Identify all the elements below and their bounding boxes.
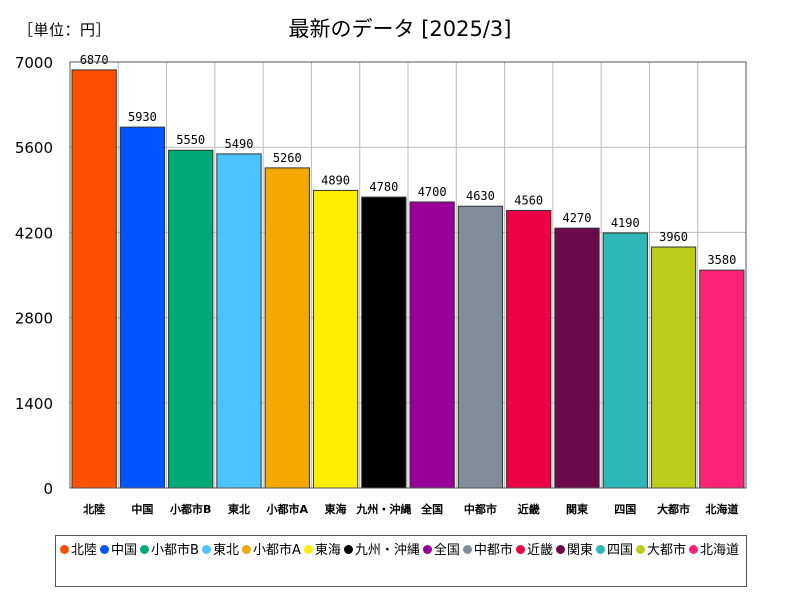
legend-label: 近畿 <box>526 543 553 558</box>
y-tick-label: 7000 <box>15 54 53 72</box>
data-label: 5930 <box>128 110 157 124</box>
x-tick-label: 中国 <box>131 502 153 516</box>
legend-swatch <box>100 545 110 554</box>
legend-item: 近畿 <box>515 541 553 561</box>
y-tick-label: 5600 <box>15 139 53 157</box>
legend-item: 全国 <box>422 541 460 561</box>
legend-label: 四国 <box>606 543 633 558</box>
bar <box>506 209 552 489</box>
x-tick-label: 小都市A <box>266 502 309 516</box>
y-tick-label: 2800 <box>15 310 53 328</box>
x-tick-label: 四国 <box>614 503 636 516</box>
x-tick-label: 中都市 <box>464 502 497 516</box>
x-tick-label: 全国 <box>420 502 443 516</box>
legend-swatch <box>140 545 150 554</box>
bar <box>409 201 455 489</box>
legend-label: 中都市 <box>473 543 513 558</box>
data-label: 5550 <box>176 133 205 147</box>
legend-item: 北海道 <box>689 541 739 561</box>
bar <box>264 167 310 489</box>
legend-label: 東北 <box>212 543 239 558</box>
bar <box>361 196 407 489</box>
data-label: 4890 <box>321 173 350 187</box>
legend-swatch <box>241 545 251 554</box>
bar <box>457 205 504 489</box>
legend-label: 全国 <box>433 543 460 558</box>
legend-swatch <box>515 545 525 554</box>
legend-label: 小都市B <box>151 543 199 558</box>
data-label: 5260 <box>273 151 302 165</box>
x-tick-label: 関東 <box>566 502 589 516</box>
bar <box>216 153 262 489</box>
legend-item: 東海 <box>303 541 341 561</box>
legend-swatch <box>462 545 472 554</box>
chart-legend: 北陸 中国 小都市B 東北 小都市A 東海 九州・沖縄 全国 中都市 近畿 関東 四国 大都市 北海道 <box>55 535 747 587</box>
legend-label: 九州・沖縄 <box>354 543 420 558</box>
legend-item: 小都市A <box>241 541 301 561</box>
legend-label: 北陸 <box>71 543 98 558</box>
unit-label: ［単位：円］ <box>18 21 112 39</box>
legend-label: 中国 <box>111 543 138 558</box>
legend-swatch <box>60 545 69 554</box>
legend-item: 四国 <box>595 541 633 561</box>
data-label: 3960 <box>659 230 688 244</box>
legend-swatch <box>555 545 565 554</box>
legend-swatch <box>303 545 313 554</box>
legend-swatch <box>595 545 605 554</box>
data-label: 4270 <box>563 211 592 225</box>
bar <box>554 227 600 489</box>
x-tick-label: 九州・沖縄 <box>355 502 411 516</box>
legend-item: 北陸 <box>60 541 97 561</box>
x-tick-label: 小都市B <box>169 502 211 516</box>
legend-item: 関東 <box>555 541 593 561</box>
bar <box>699 269 745 489</box>
x-tick-label: 近畿 <box>518 502 540 516</box>
x-tick-label: 大都市 <box>657 502 690 516</box>
data-label: 4780 <box>369 180 398 194</box>
bar-chart: 0 1400 2800 4200 5600 7000 6870 北陸 5930 中国 5550 小都市… <box>15 53 747 516</box>
data-label: 5490 <box>225 137 254 151</box>
data-label: 3580 <box>707 253 736 267</box>
bar <box>119 126 166 489</box>
data-label: 4700 <box>418 185 447 199</box>
x-tick-label: 北陸 <box>83 502 105 516</box>
x-tick-label: 東北 <box>228 502 250 516</box>
x-tick-label: 東海 <box>325 502 347 516</box>
y-tick-label: 0 <box>43 480 53 498</box>
x-tick-label: 北海道 <box>705 502 738 516</box>
legend-label: 北海道 <box>700 543 740 558</box>
legend-item: 大都市 <box>635 541 686 561</box>
legend-item: 小都市B <box>140 541 199 561</box>
data-label: 4560 <box>514 193 543 207</box>
legend-label: 関東 <box>566 543 593 558</box>
legend-item: 中都市 <box>462 541 513 561</box>
bar <box>168 149 214 489</box>
legend-label: 小都市A <box>252 543 301 558</box>
chart-title: 最新のデータ [2025/3] <box>288 17 512 41</box>
data-label: 6870 <box>80 53 109 67</box>
bar <box>650 246 697 489</box>
data-label: 4190 <box>611 216 640 230</box>
legend-label: 大都市 <box>646 543 686 558</box>
bar <box>71 69 117 489</box>
legend-item: 中国 <box>100 541 137 561</box>
legend-swatch <box>689 545 698 554</box>
legend-swatch <box>635 545 645 554</box>
data-label: 4630 <box>466 189 495 203</box>
plot-border <box>69 61 747 489</box>
bar <box>312 189 359 489</box>
y-tick-label: 1400 <box>15 395 53 413</box>
legend-label: 東海 <box>314 543 341 558</box>
legend-item: 九州・沖縄 <box>343 541 420 561</box>
legend-swatch <box>343 545 353 554</box>
bar <box>602 232 648 489</box>
legend-swatch <box>422 545 432 554</box>
legend-item: 東北 <box>201 541 239 561</box>
y-tick-label: 4200 <box>15 224 53 242</box>
legend-swatch <box>201 545 211 554</box>
